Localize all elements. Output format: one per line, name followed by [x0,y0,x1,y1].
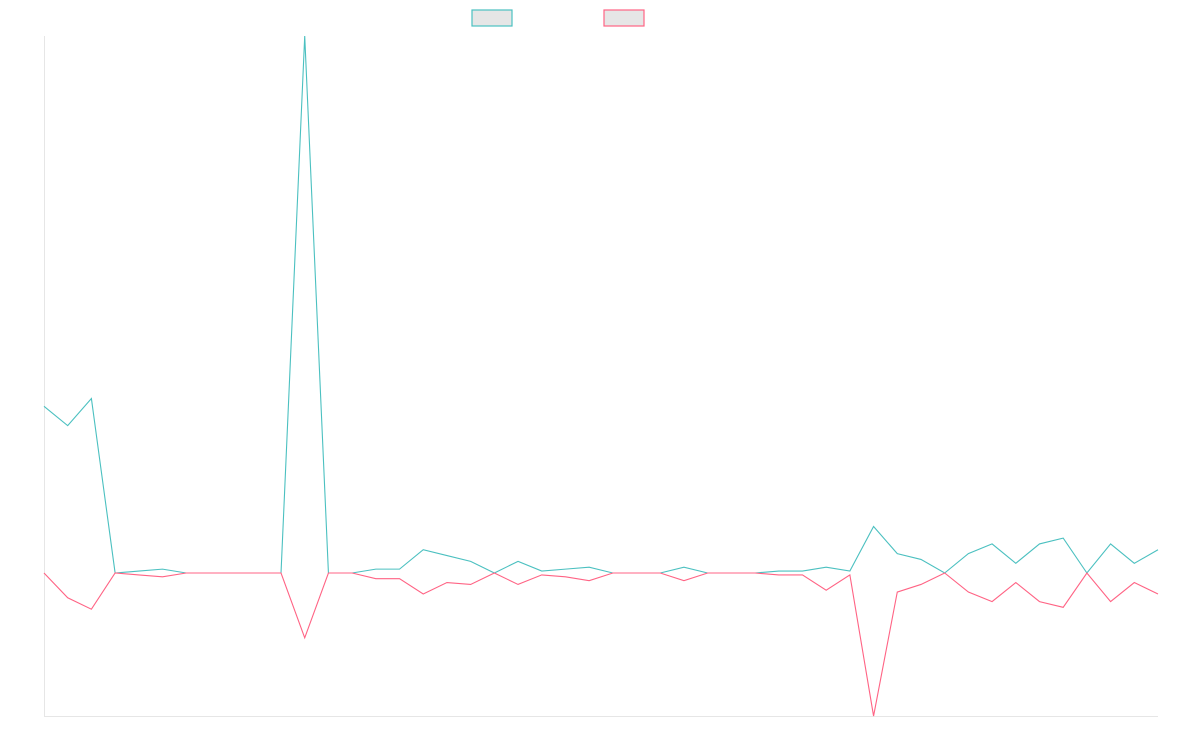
legend-swatch-series-1[interactable] [471,9,513,27]
series-line-1 [43,35,1159,574]
series-line-2 [43,572,1159,717]
legend-swatch-series-2[interactable] [603,9,645,27]
series-layer [43,35,1159,717]
legend [471,9,645,27]
